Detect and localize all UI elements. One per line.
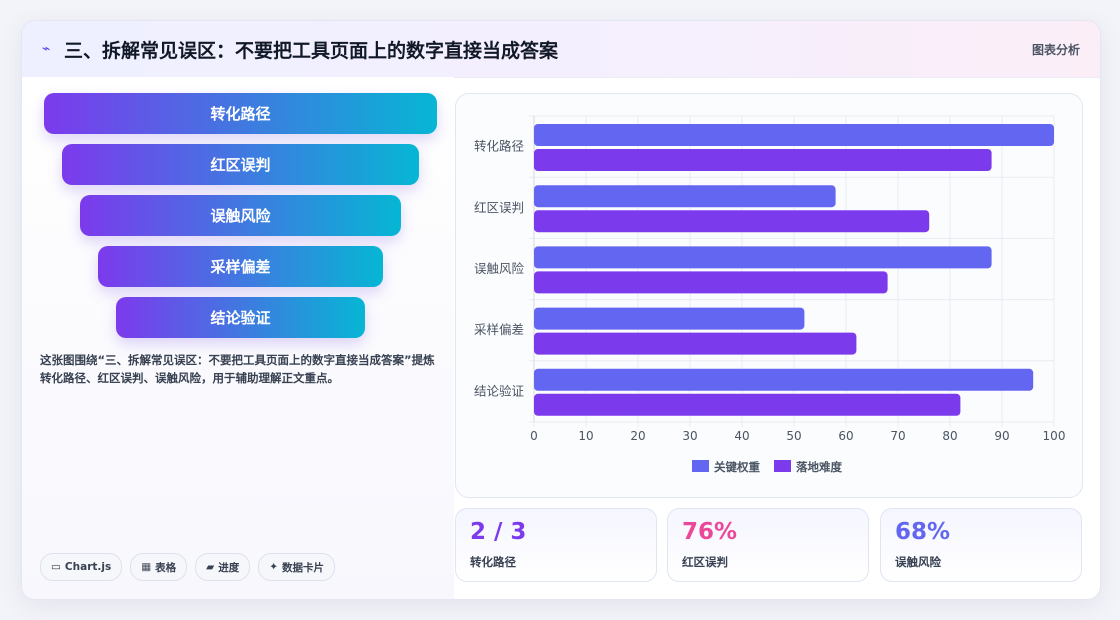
funnel-step-label: 转化路径 (210, 105, 271, 123)
stat-card-2: 76% 红区误判 (667, 508, 869, 582)
stat-label: 误触风险 (895, 555, 941, 569)
x-tick-label: 10 (578, 429, 593, 443)
tag-label: 数据卡片 (282, 561, 325, 574)
y-tick-label: 采样偏差 (474, 322, 524, 337)
chart-description: 这张图围绕“三、拆解常见误区：不要把工具页面上的数字直接当成答案”提炼转化路径、… (40, 353, 435, 385)
x-tick-label: 30 (682, 429, 697, 443)
bar-chart-panel: 转化路径红区误判误触风险采样偏差结论验证 0 10 20 30 40 50 60 70 80 90 1… (455, 93, 1083, 498)
x-tick-label: 60 (838, 429, 853, 443)
legend-swatch (774, 460, 791, 472)
tag-progress[interactable]: ▰ 进度 (195, 553, 251, 581)
article-card: ⌁ 三、拆解常见误区：不要把工具页面上的数字直接当成答案 图表分析 转化路径 红… (21, 20, 1101, 600)
tag-row: ▭ Chart.js ▦ 表格 ▰ 进度 ✦ 数据卡片 (40, 553, 336, 581)
tag-table[interactable]: ▦ 表格 (130, 553, 188, 581)
funnel-step-label: 采样偏差 (210, 258, 271, 276)
x-tick-label: 50 (786, 429, 801, 443)
legend-label: 落地难度 (796, 460, 842, 474)
bar-difficulty (534, 332, 857, 355)
bar-difficulty (534, 271, 888, 294)
funnel-step-3: 误触风险 (80, 195, 401, 236)
y-tick-label: 结论验证 (474, 383, 525, 398)
funnel-step-4: 采样偏差 (98, 246, 383, 287)
bar-difficulty (534, 393, 961, 416)
x-tick-label: 70 (890, 429, 905, 443)
y-tick-label: 转化路径 (474, 139, 524, 154)
table-icon: ▦ (141, 561, 152, 573)
section-header: ⌁ 三、拆解常见误区：不要把工具页面上的数字直接当成答案 图表分析 (22, 21, 1100, 78)
stat-card-3: 68% 误触风险 (880, 508, 1082, 582)
y-tick-label: 误触风险 (474, 261, 525, 276)
stat-value: 68% (895, 519, 951, 545)
funnel-step-2: 红区误判 (62, 144, 419, 185)
tag-label: 进度 (218, 561, 240, 574)
left-panel: 转化路径 红区误判 误触风险 采样偏差 结论验证 这张图围绕“三、拆解常见误区：… (22, 77, 454, 599)
stat-label: 红区误判 (682, 555, 728, 569)
x-tick-label: 80 (942, 429, 957, 443)
funnel-step-1: 转化路径 (44, 93, 437, 134)
window-icon: ▭ (51, 561, 61, 573)
bar-key-weight (534, 307, 805, 330)
chart-analysis-tag: 图表分析 (1031, 43, 1080, 57)
section-title: 三、拆解常见误区：不要把工具页面上的数字直接当成答案 (64, 40, 559, 62)
stat-card-1: 2 / 3 转化路径 (455, 508, 657, 582)
legend-swatch (692, 460, 709, 472)
x-tick-label: 100 (1043, 429, 1066, 443)
tag-label: 表格 (155, 561, 177, 574)
sparkle-icon: ✦ (269, 561, 279, 573)
bar-key-weight (534, 368, 1034, 391)
folder-icon: ▰ (206, 561, 215, 573)
bar-key-weight (534, 124, 1054, 146)
funnel-step-label: 红区误判 (210, 156, 271, 174)
stat-value: 76% (682, 519, 738, 545)
tag-label: Chart.js (64, 561, 112, 573)
x-tick-label: 20 (630, 429, 645, 443)
x-tick-label: 0 (530, 429, 538, 443)
stat-label: 转化路径 (470, 555, 516, 569)
stat-value: 2 / 3 (470, 519, 527, 545)
bar-difficulty (534, 210, 930, 233)
bar-key-weight (534, 246, 992, 269)
chart-line-icon: ⌁ (42, 41, 51, 57)
tag-chartjs[interactable]: ▭ Chart.js (40, 553, 123, 581)
y-tick-label: 红区误判 (474, 200, 524, 215)
funnel-step-label: 结论验证 (210, 309, 271, 327)
x-tick-label: 90 (994, 429, 1009, 443)
bar-key-weight (534, 185, 836, 208)
funnel-step-5: 结论验证 (116, 297, 365, 338)
funnel-step-label: 误触风险 (210, 207, 271, 225)
x-tick-label: 40 (734, 429, 749, 443)
tag-data-card[interactable]: ✦ 数据卡片 (258, 553, 336, 581)
legend-label: 关键权重 (714, 460, 760, 474)
bar-difficulty (534, 149, 992, 171)
